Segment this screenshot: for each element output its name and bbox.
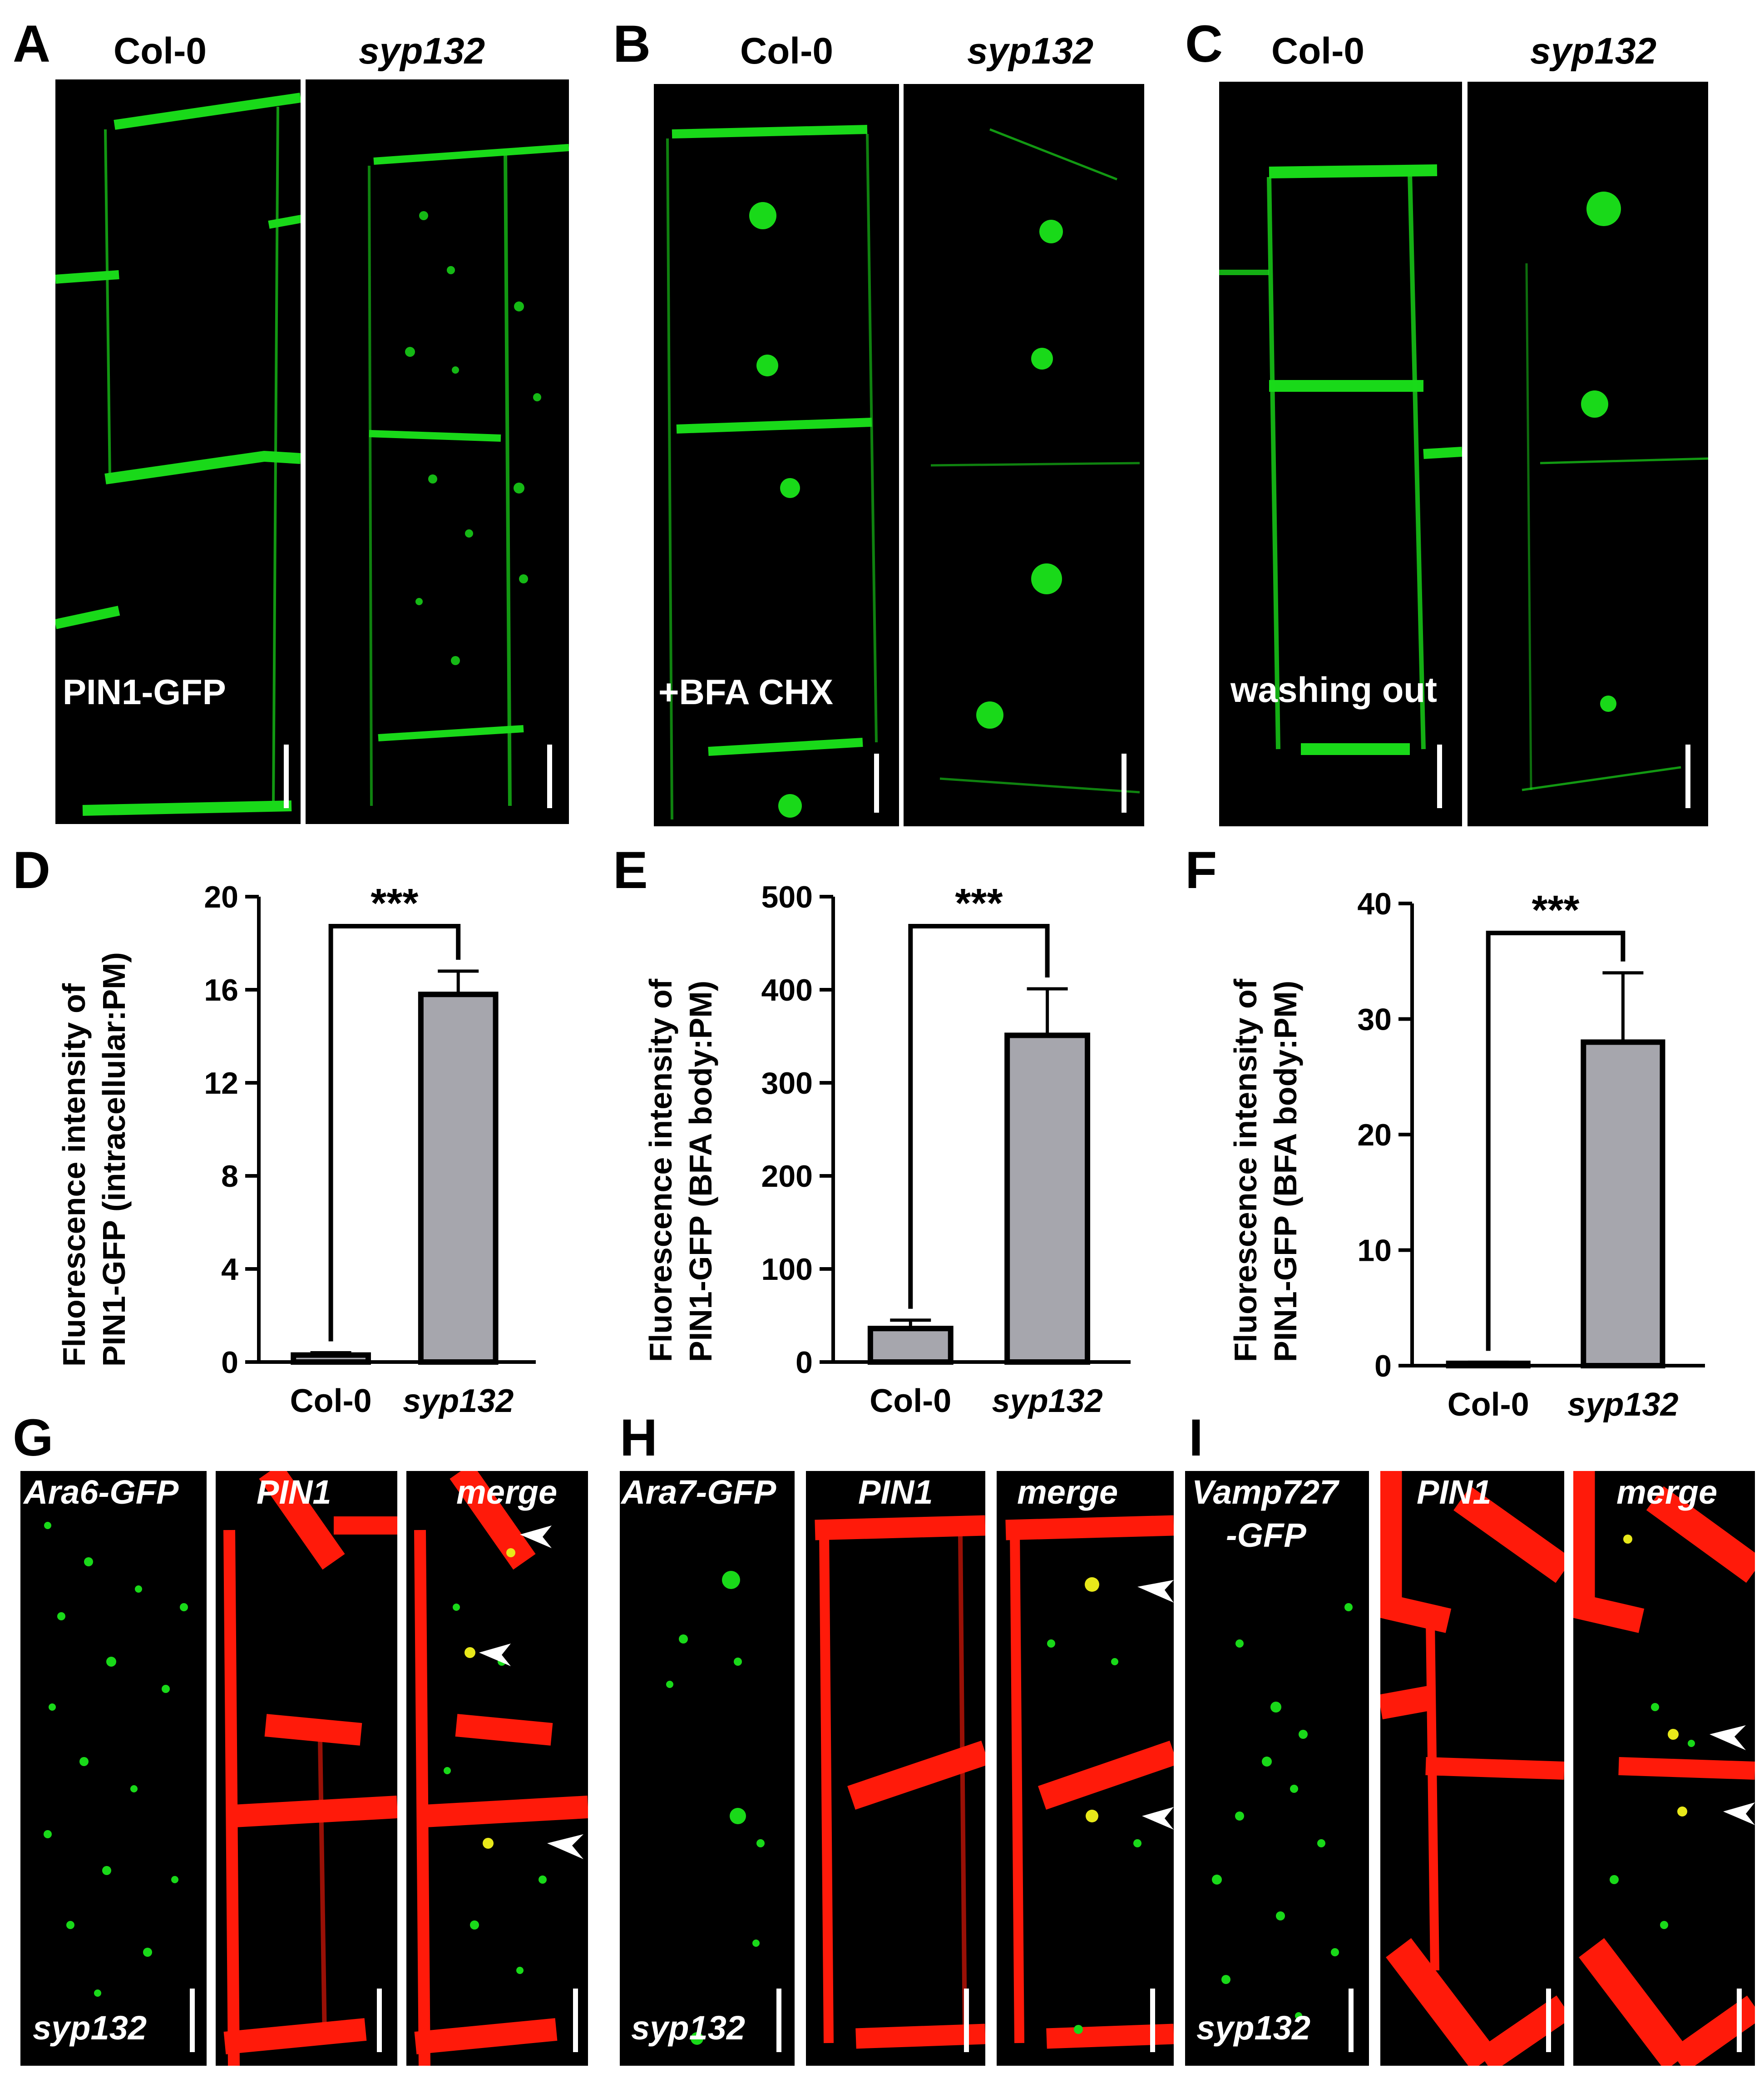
chart-e-bar: [867, 1326, 954, 1365]
scale-bar: [190, 1989, 195, 2052]
panel-label-h: H: [620, 1409, 658, 1467]
micrograph-a-col0: [55, 79, 301, 824]
scale-bar: [874, 754, 879, 813]
panel-label-c: C: [1185, 15, 1223, 73]
micrograph-h-pin1: [806, 1471, 985, 2066]
panel-h-merge-label: merge: [1017, 1473, 1118, 1511]
micrograph-c-syp132: [1468, 82, 1708, 826]
chart-e-tick-label: 500: [761, 880, 813, 914]
chart-f-category-label: syp132: [1567, 1387, 1678, 1423]
micrograph-c-col0: [1219, 82, 1462, 826]
panel-i-channel-label-line2: -GFP: [1226, 1516, 1306, 1554]
chart-d-tick-label: 20: [204, 880, 238, 914]
chart-d-significance-label: ***: [371, 881, 418, 926]
panel-label-d: D: [13, 841, 51, 899]
panel-label-i: I: [1189, 1409, 1203, 1467]
chart-d-category-label: syp132: [403, 1383, 514, 1419]
panel-c-overlay-label: washing out: [1230, 670, 1437, 710]
panel-label-e: E: [613, 841, 648, 899]
panel-i-channel-label-line1: Vamp727: [1192, 1473, 1339, 1511]
panel-b-overlay-label: +BFA CHX: [658, 672, 834, 712]
panel-label-g: G: [13, 1409, 54, 1467]
scale-bar: [547, 745, 552, 808]
chart-d-category-label: Col-0: [290, 1383, 372, 1419]
chart-d-tick-label: 0: [221, 1345, 238, 1380]
panel-a-right-header: syp132: [359, 30, 485, 72]
chart-d-tick-label: 12: [204, 1066, 238, 1101]
panel-a-left-header: Col-0: [114, 30, 207, 72]
panel-b-left-header: Col-0: [740, 30, 833, 72]
panel-c-left-header: Col-0: [1271, 30, 1364, 72]
chart-e-significance-label: ***: [955, 881, 1003, 926]
scale-bar: [1150, 1989, 1155, 2052]
chart-f-tick-label: 40: [1357, 887, 1392, 921]
panel-label-b: B: [613, 15, 651, 73]
chart-d-bar: [418, 992, 499, 1365]
panel-g-merge-label: merge: [456, 1473, 558, 1511]
panel-label-f: F: [1185, 841, 1217, 899]
scale-bar: [776, 1989, 781, 2052]
chart-d-tick-label: 4: [221, 1252, 238, 1287]
chart-e-bar: [1004, 1032, 1091, 1365]
scale-bar: [1349, 1989, 1354, 2052]
panel-label-a: A: [13, 15, 51, 73]
scale-bar: [964, 1989, 969, 2052]
chart-f-tick-label: 0: [1374, 1349, 1392, 1383]
scale-bar: [377, 1989, 382, 2052]
micrograph-a-syp132: [306, 79, 569, 824]
panel-h-channel-label: Ara7-GFP: [621, 1473, 776, 1511]
chart-e-tick-label: 100: [761, 1252, 813, 1287]
panel-g-genotype-label: syp132: [33, 2009, 147, 2047]
chart-f-significance-bracket: [1486, 931, 1626, 1351]
panel-i-genotype-label: syp132: [1196, 2009, 1310, 2047]
chart-d-bar: [291, 1352, 371, 1365]
chart-f-significance-label: ***: [1532, 888, 1580, 933]
micrograph-g-pin1: [216, 1471, 397, 2066]
micrograph-h-ara7: [620, 1471, 795, 2066]
panel-g-pin-label: PIN1: [257, 1473, 331, 1511]
chart-d-tick-label: 8: [221, 1159, 238, 1194]
chart-f-bar: [1581, 1039, 1665, 1368]
chart-d-significance-bracket: [328, 924, 461, 1342]
chart-e-tick-label: 200: [761, 1159, 813, 1194]
panel-h-pin-label: PIN1: [858, 1473, 933, 1511]
panel-a-overlay-label: PIN1-GFP: [63, 672, 226, 712]
chart-e-tick-label: 0: [796, 1345, 813, 1380]
chart-e-tick-label: 400: [761, 973, 813, 1007]
micrograph-b-col0: [654, 84, 899, 826]
panel-i-merge-label: merge: [1616, 1473, 1718, 1511]
scale-bar: [1437, 745, 1442, 808]
scale-bar: [1122, 754, 1127, 813]
panel-b-right-header: syp132: [967, 30, 1094, 72]
scale-bar: [1737, 1989, 1742, 2052]
chart-d-tick-label: 16: [204, 973, 238, 1007]
panel-c-right-header: syp132: [1530, 30, 1657, 72]
micrograph-h-merge: [997, 1471, 1174, 2066]
chart-f-tick-label: 30: [1357, 1002, 1392, 1037]
micrograph-b-syp132: [904, 84, 1144, 826]
chart-f-tick-label: 20: [1357, 1118, 1392, 1152]
panel-h-genotype-label: syp132: [631, 2009, 745, 2047]
chart-e-significance-bracket: [908, 924, 1050, 1309]
scale-bar: [284, 745, 289, 808]
scale-bar: [1685, 745, 1690, 808]
micrograph-i-vamp727: [1185, 1471, 1369, 2066]
panel-i-pin-label: PIN1: [1417, 1473, 1492, 1511]
chart-e-tick-label: 300: [761, 1066, 813, 1101]
micrograph-g-merge: [406, 1471, 588, 2066]
micrograph-i-merge: [1573, 1471, 1755, 2066]
chart-e-category-label: Col-0: [870, 1383, 951, 1419]
panel-g-channel-label: Ara6-GFP: [24, 1473, 179, 1511]
chart-e-category-label: syp132: [992, 1383, 1102, 1419]
chart-f-category-label: Col-0: [1448, 1387, 1529, 1423]
micrograph-i-pin1: [1380, 1471, 1564, 2066]
chart-f-tick-label: 10: [1357, 1234, 1392, 1268]
micrograph-g-ara6: [20, 1471, 207, 2066]
scale-bar: [573, 1989, 578, 2052]
scale-bar: [1546, 1989, 1551, 2052]
